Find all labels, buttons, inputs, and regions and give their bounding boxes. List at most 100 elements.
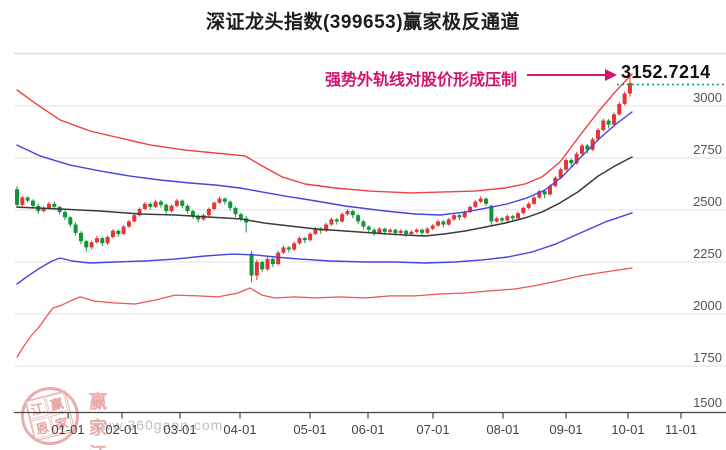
x-axis-label: 07-01 [416,422,449,437]
candle-body [452,215,457,220]
candle-body [484,198,489,204]
candle-body [105,237,110,244]
candle-body [185,205,190,212]
candle-body [249,253,254,276]
candle-body [25,197,30,201]
candle-body [73,224,78,233]
candle-body [611,114,616,125]
annotation-arrow-icon [605,69,617,81]
candle-body [46,203,51,208]
candle-body [382,228,387,232]
candle-body [196,216,201,220]
y-axis-label: 3000 [693,90,722,105]
candle-body [377,228,382,233]
candle-body [121,226,126,234]
candle-body [462,212,467,218]
annotation-text: 强势外轨线对股价形成压制 [324,72,517,89]
y-axis-label: 1500 [693,395,722,410]
candle-body [308,233,313,241]
x-axis-label: 05-01 [293,422,326,437]
candle-body [206,208,211,216]
candle-body [158,201,163,205]
candle-body [110,230,115,238]
candle-body [292,243,297,250]
channel-line-upper-inner [16,111,633,216]
candle-body [500,218,505,221]
candle-body [340,214,345,222]
candle-body [190,211,195,217]
annotation-arrow-line [527,74,606,76]
candle-body [441,221,446,225]
candle-body [473,201,478,207]
candle-body [617,103,622,115]
candle-body [350,211,355,216]
candle-body [265,258,270,270]
x-axis-label: 03-01 [163,422,196,437]
candle-body [276,252,281,265]
candle-body [489,205,494,222]
candle-body [313,228,318,234]
candle-body [228,201,233,208]
candle-body [420,229,425,233]
candle-body [409,231,414,234]
annotation-value: 3152.7214 [621,62,711,82]
candle-body [622,93,627,104]
candle-body [505,216,510,221]
candle-body [20,197,25,205]
candle-body [574,153,579,164]
watermark-url: www.360gann.com [90,417,224,433]
candle-body [510,216,515,219]
candle-body [585,145,590,150]
candle-body [372,229,377,233]
candle-body [494,218,499,222]
candle-body [137,208,142,216]
candle-body [516,213,521,219]
candle-body [212,202,217,209]
candle-body [388,229,393,232]
candle-body [30,200,35,206]
candle-body [398,230,403,233]
candle-body [233,207,238,215]
candle-body [436,221,441,226]
y-axis-label: 2500 [693,194,722,209]
candle-body [558,169,563,178]
candle-body [180,200,185,206]
y-axis-label: 1750 [693,350,722,365]
candle-body [89,242,94,248]
page-title: 深证龙头指数(399653)赢家极反通道 [205,12,521,33]
channel-line-lower-outer [16,267,633,358]
candle-body [627,83,632,94]
candle-body [329,219,334,225]
x-axis-label: 11-01 [665,422,697,437]
candle-body [132,215,137,222]
candle-body [569,160,574,164]
channel-line-upper-outer [16,73,633,194]
x-axis-label: 08-01 [486,422,519,437]
candle-body [260,262,265,270]
candle-body [169,205,174,212]
channel-line-lower-inner [16,212,633,285]
candle-body [116,230,121,234]
candle-body [601,120,606,130]
y-axis-label: 2250 [693,246,722,261]
x-axis-label: 01-01 [51,422,84,437]
x-axis-label: 09-01 [549,422,582,437]
candle-body [542,191,547,195]
candle-body [526,203,531,208]
candle-body [62,212,67,218]
candle-body [164,204,169,212]
x-axis-label: 06-01 [351,422,384,437]
candle-body [302,238,307,241]
x-axis-label: 02-01 [105,422,138,437]
candle-body [142,203,147,209]
candle-body [281,247,286,253]
candle-body [41,207,46,212]
candle-body [366,226,371,230]
candle-body [270,258,275,265]
candle-body [345,211,350,215]
candle-body [217,198,222,203]
candle-body [425,228,430,233]
candle-body [361,221,366,227]
candle-body [595,129,600,140]
